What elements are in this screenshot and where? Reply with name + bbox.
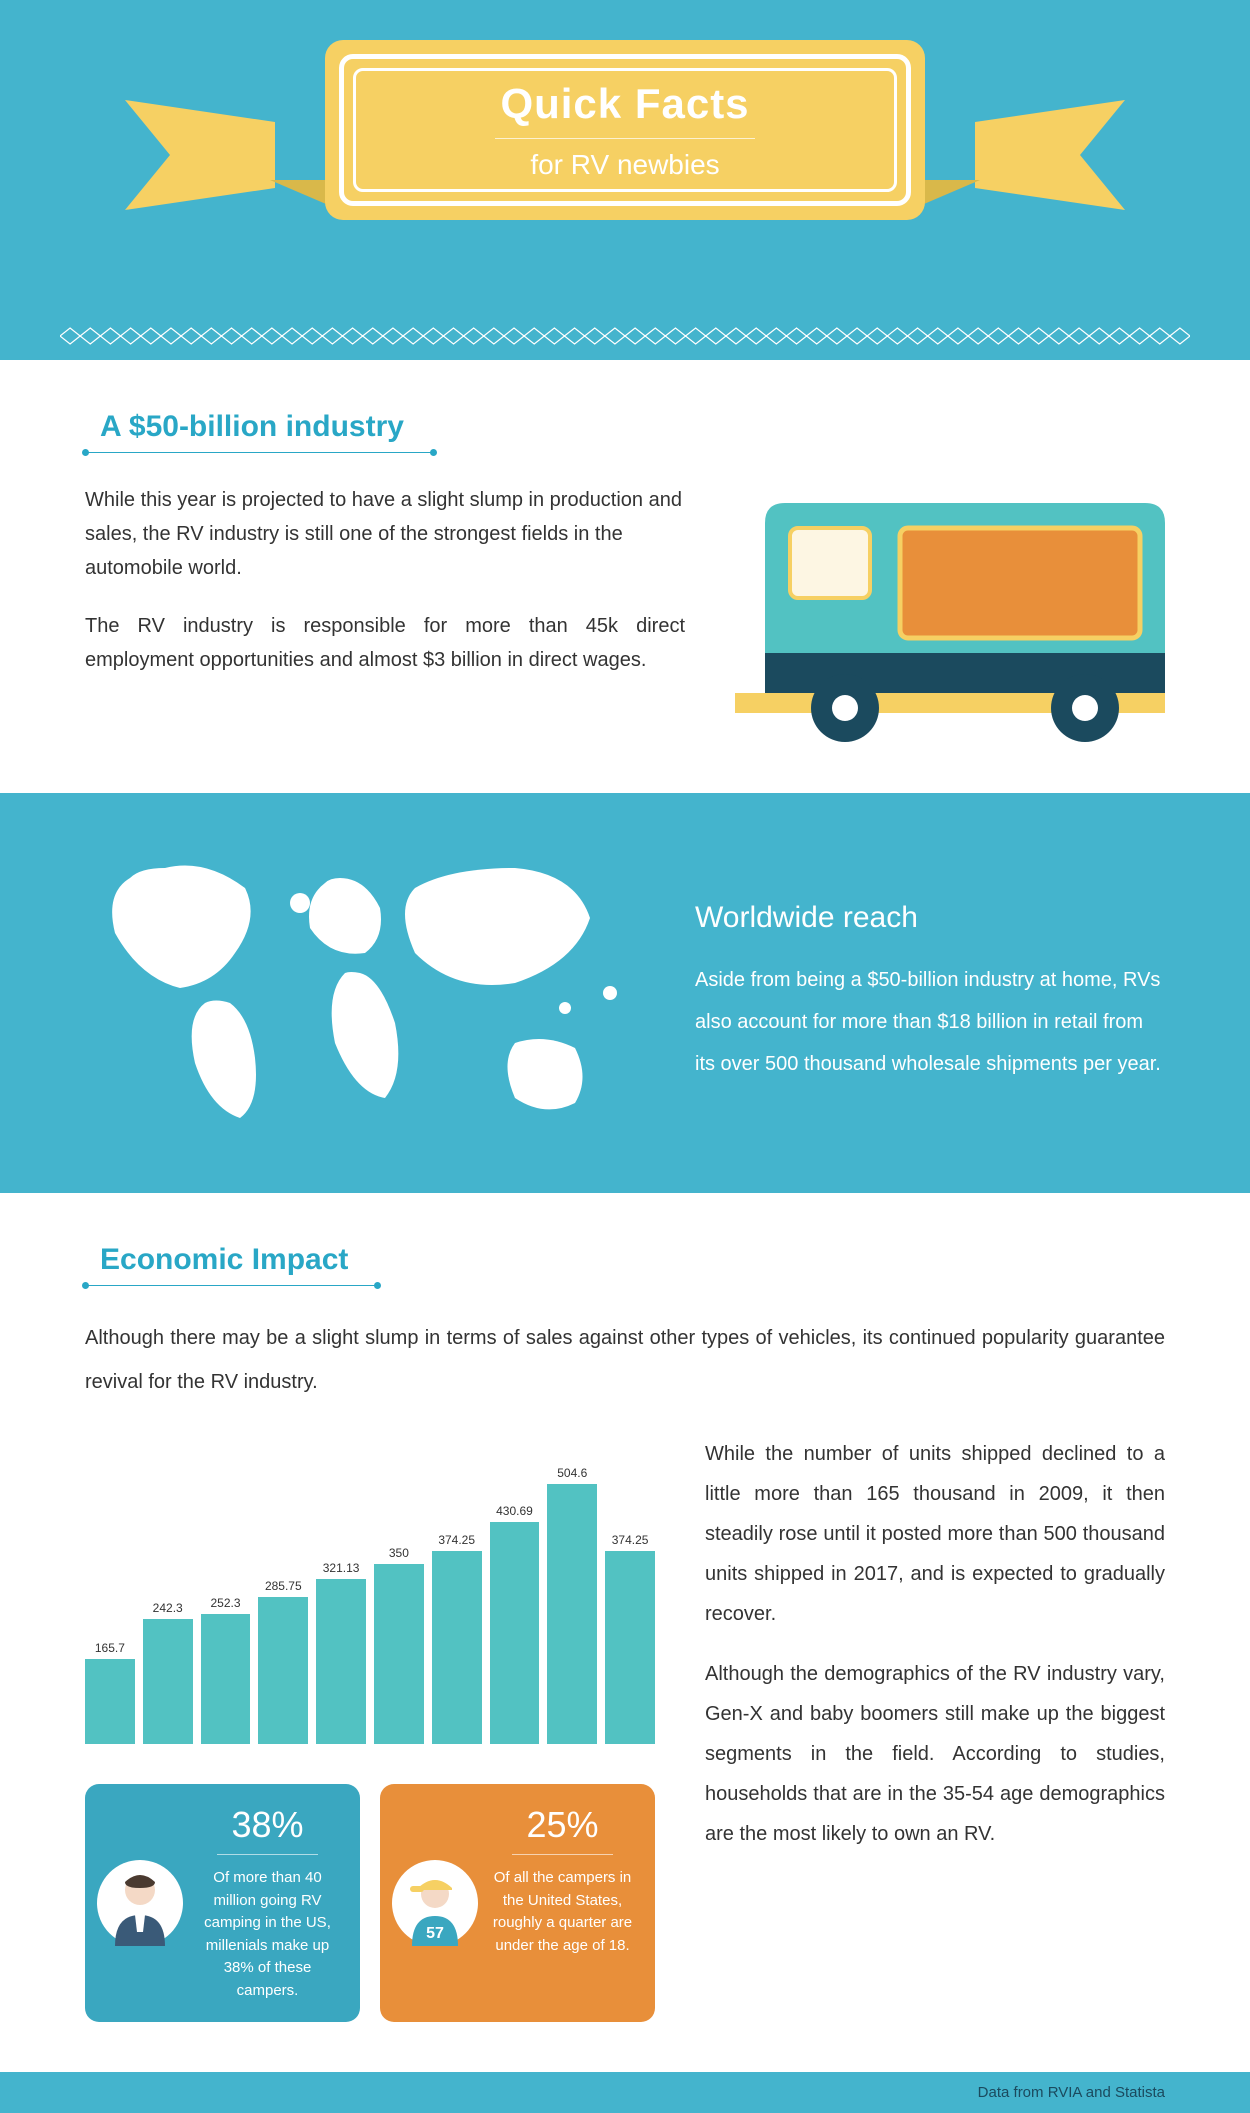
world-map-icon (85, 843, 645, 1143)
worldwide-heading: Worldwide reach (695, 901, 1165, 935)
bar-rect (547, 1484, 597, 1744)
economic-heading: Economic Impact (85, 1243, 378, 1286)
section-industry: A $50-billion industry While this year i… (0, 360, 1250, 793)
units-shipped-bar-chart: 165.7 242.3 252.3 285.75 321.13 350 374.25 430.… (85, 1434, 655, 1754)
bar-value-label: 374.25 (612, 1533, 649, 1547)
card2-percent: 25% (490, 1804, 635, 1846)
bar-col: 242.3 (143, 1601, 193, 1744)
section-worldwide: Worldwide reach Aside from being a $50-b… (0, 793, 1250, 1193)
bar-value-label: 242.3 (153, 1601, 183, 1615)
bar-value-label: 374.25 (438, 1533, 475, 1547)
bar-col: 504.6 (547, 1466, 597, 1744)
page-subtitle: for RV newbies (530, 149, 719, 181)
worldwide-body: Aside from being a $50-billion industry … (695, 959, 1165, 1085)
industry-p2: The RV industry is responsible for more … (85, 609, 685, 677)
worldwide-text: Worldwide reach Aside from being a $50-b… (695, 901, 1165, 1085)
bar-value-label: 321.13 (323, 1561, 360, 1575)
bar-value-label: 252.3 (210, 1596, 240, 1610)
card1-percent: 38% (195, 1804, 340, 1846)
bar-rect (605, 1551, 655, 1744)
svg-text:57: 57 (426, 1925, 444, 1942)
bar-value-label: 350 (389, 1546, 409, 1560)
bar-value-label: 504.6 (557, 1466, 587, 1480)
bar-col: 165.7 (85, 1641, 135, 1744)
child-avatar-icon: 57 (392, 1860, 478, 1946)
bar-rect (432, 1551, 482, 1744)
bar-col: 321.13 (316, 1561, 366, 1744)
bar-col: 430.69 (490, 1504, 540, 1744)
bar-rect (201, 1614, 251, 1744)
title-divider (495, 138, 755, 139)
card2-divider (512, 1854, 614, 1855)
bar-col: 285.75 (258, 1579, 308, 1744)
bar-rect (374, 1564, 424, 1744)
bar-rect (258, 1597, 308, 1744)
bar-rect (143, 1619, 193, 1744)
rv-illustration-icon (735, 483, 1165, 743)
industry-p1: While this year is projected to have a s… (85, 483, 685, 585)
economic-right-text: While the number of units shipped declin… (705, 1434, 1165, 2022)
card1-divider (217, 1854, 319, 1855)
hero-banner: Quick Facts for RV newbies (0, 0, 1250, 360)
bar-value-label: 165.7 (95, 1641, 125, 1655)
economic-p2: Although the demographics of the RV indu… (705, 1654, 1165, 1854)
diamond-divider (0, 312, 1250, 360)
footer: Data from RVIA and Statista (0, 2072, 1250, 2113)
bar-rect (85, 1659, 135, 1744)
bar-rect (316, 1579, 366, 1744)
bar-value-label: 285.75 (265, 1579, 302, 1593)
industry-heading: A $50-billion industry (85, 410, 434, 453)
bar-col: 374.25 (605, 1533, 655, 1744)
bar-col: 252.3 (201, 1596, 251, 1744)
bar-value-label: 430.69 (496, 1504, 533, 1518)
card1-desc: Of more than 40 million going RV camping… (195, 1867, 340, 2002)
diamond-divider-svg (60, 326, 1190, 346)
ribbon-border-inner: Quick Facts for RV newbies (353, 68, 897, 192)
adult-avatar-icon (97, 1860, 183, 1946)
economic-p1: While the number of units shipped declin… (705, 1434, 1165, 1634)
page-title: Quick Facts (500, 80, 749, 128)
card2-desc: Of all the campers in the United States,… (490, 1867, 635, 1957)
stat-card-under18: 57 25% Of all the campers in the United … (380, 1784, 655, 2022)
section-economic: Economic Impact Although there may be a … (0, 1193, 1250, 2072)
footer-text: Data from RVIA and Statista (978, 2084, 1165, 2101)
stat-card-millennials: 38% Of more than 40 million going RV cam… (85, 1784, 360, 2022)
economic-intro: Although there may be a slight slump in … (85, 1316, 1165, 1404)
bar-col: 374.25 (432, 1533, 482, 1744)
title-ribbon: Quick Facts for RV newbies (195, 30, 1055, 250)
bar-col: 350 (374, 1546, 424, 1744)
industry-text: While this year is projected to have a s… (85, 483, 685, 701)
ribbon-main: Quick Facts for RV newbies (325, 40, 925, 220)
bar-rect (490, 1522, 540, 1744)
